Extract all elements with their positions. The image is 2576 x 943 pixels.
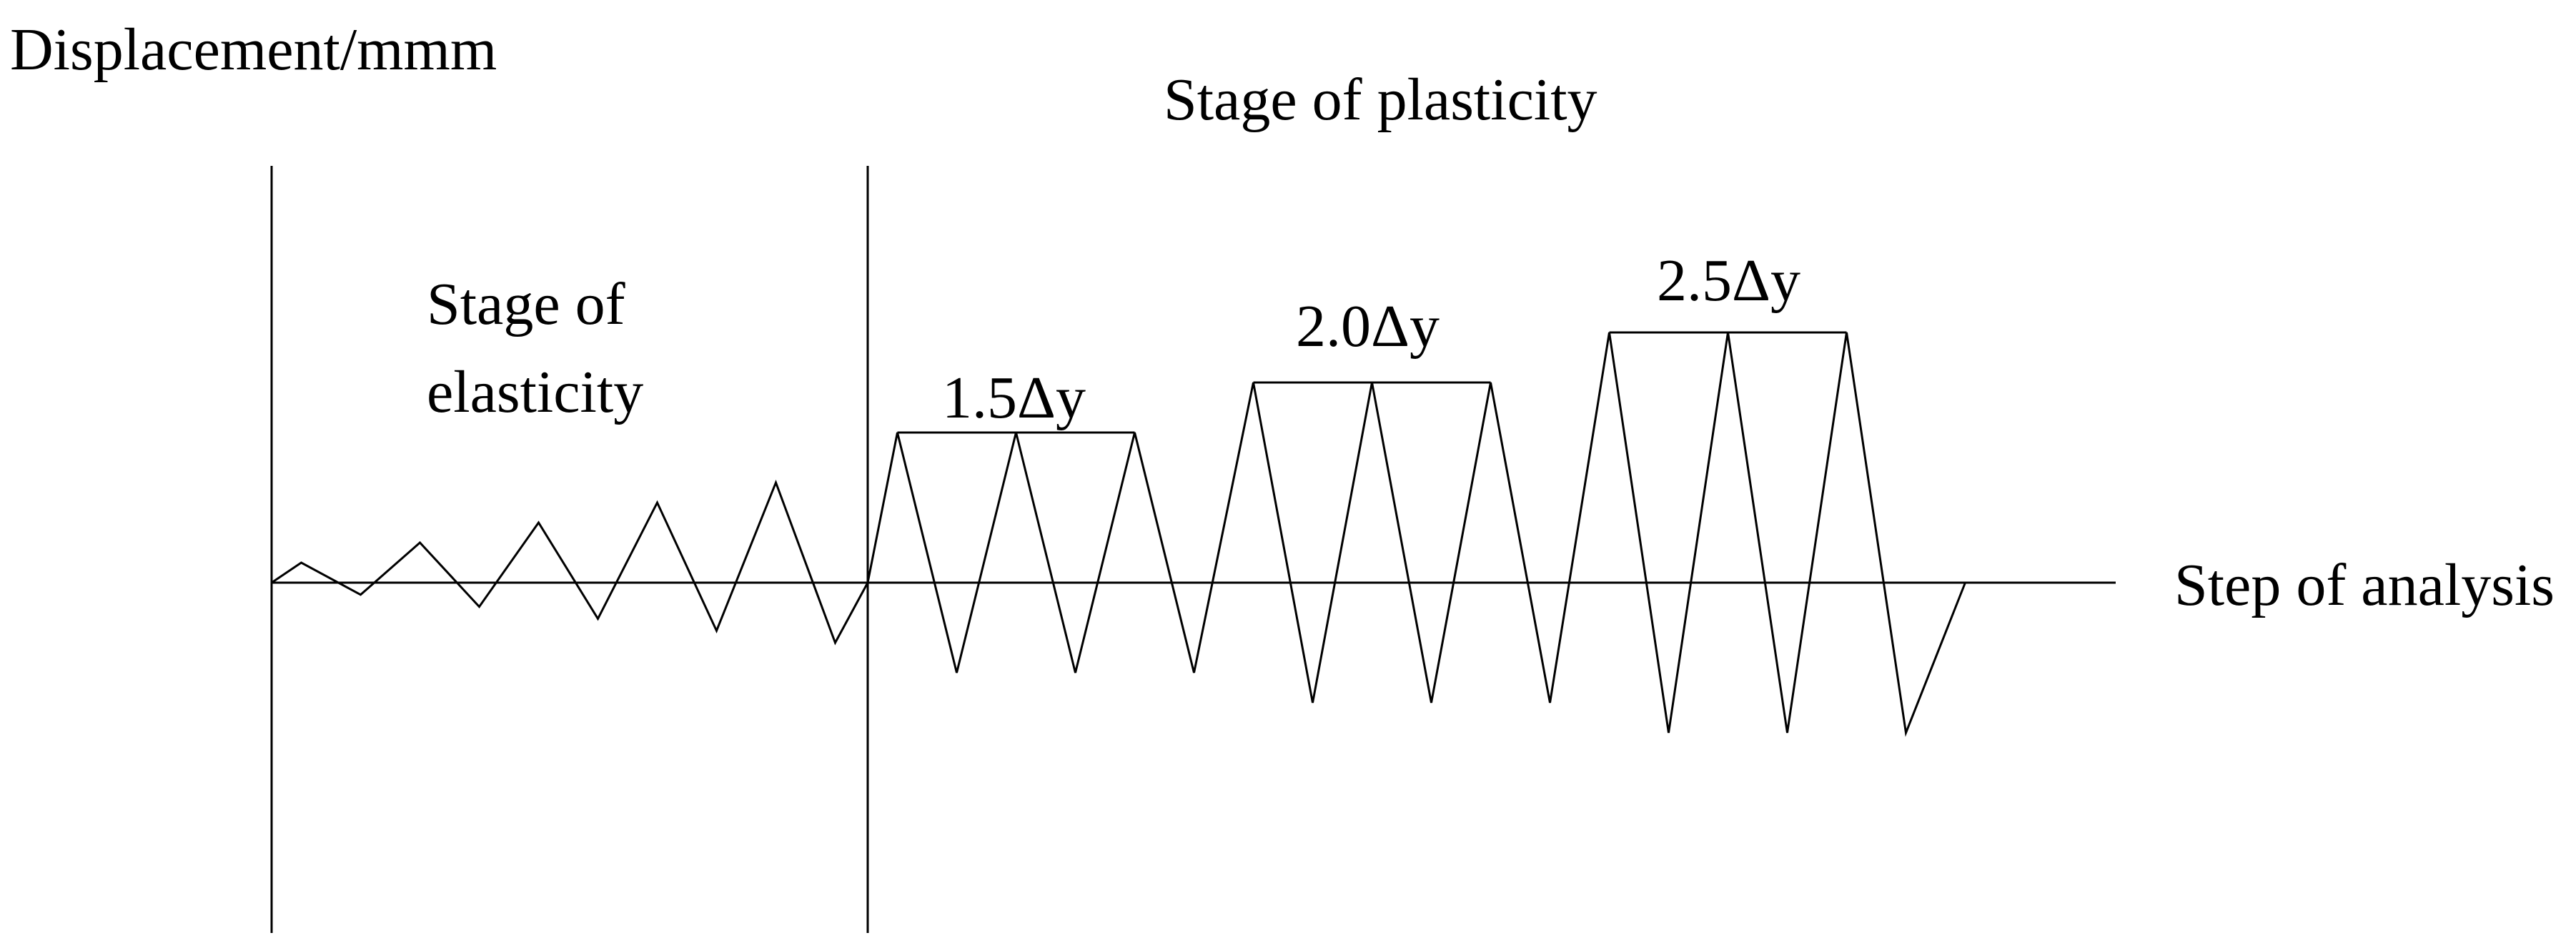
- level-label-1-5: 1.5Δy: [942, 365, 1086, 431]
- displacement-history-line: [271, 332, 1966, 737]
- level-label-2-0: 2.0Δy: [1296, 293, 1440, 360]
- elastic-stage-label-line1: Stage of: [427, 271, 625, 337]
- y-axis-label: Displacement/mmm: [10, 16, 497, 83]
- level-label-2-5: 2.5Δy: [1657, 247, 1800, 314]
- plastic-stage-label: Stage of plasticity: [1164, 66, 1597, 133]
- elastic-stage-label-line2: elasticity: [427, 359, 643, 425]
- amplitude-level-bars: [897, 331, 1847, 434]
- x-axis-label: Step of analysis: [2174, 552, 2555, 618]
